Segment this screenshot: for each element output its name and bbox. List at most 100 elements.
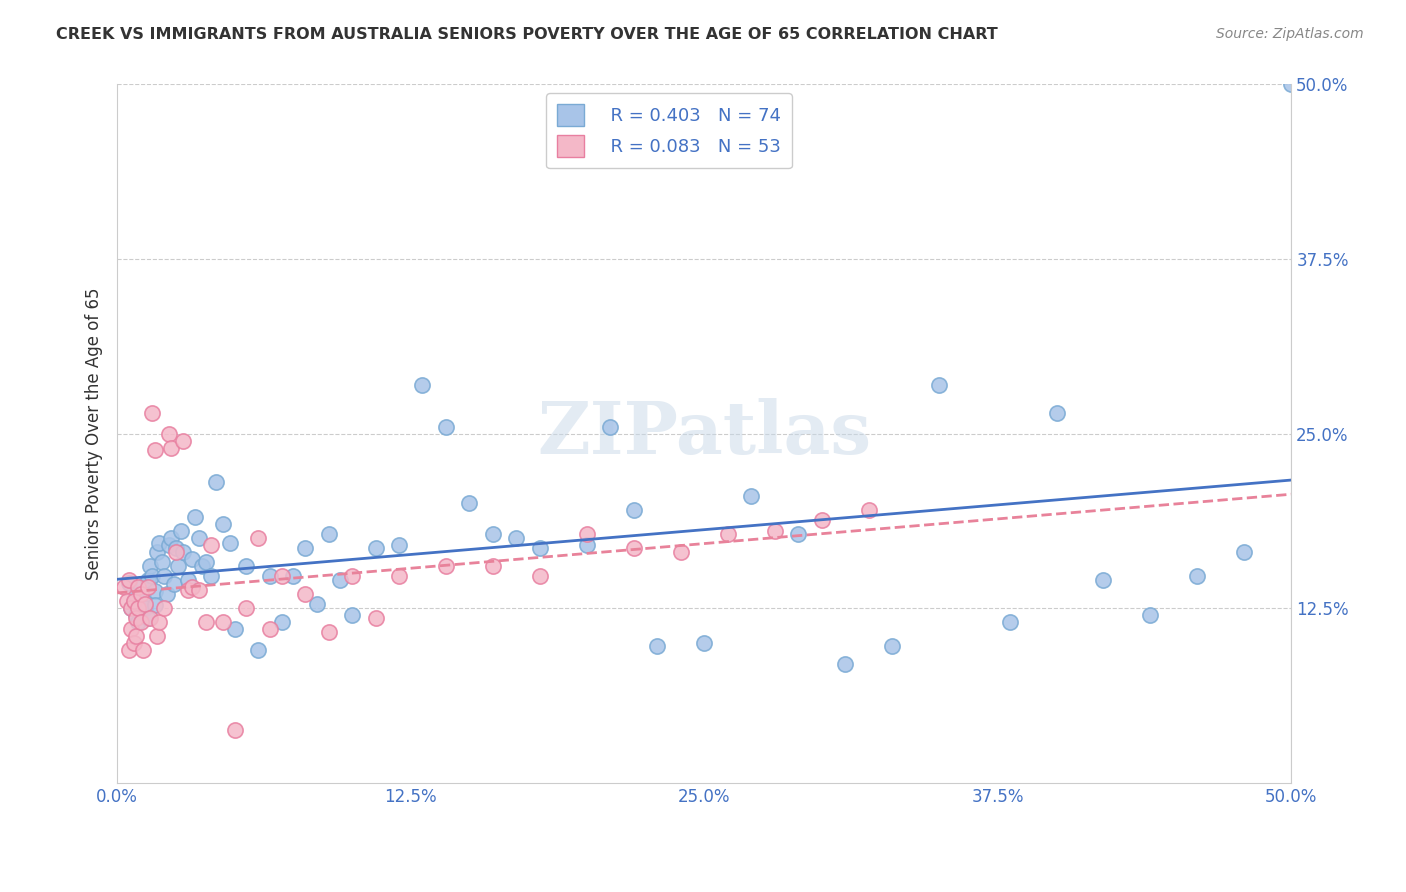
Y-axis label: Seniors Poverty Over the Age of 65: Seniors Poverty Over the Age of 65 <box>86 287 103 580</box>
Point <box>1233 545 1256 559</box>
Point <box>118 576 141 591</box>
Point <box>190 559 212 574</box>
Point <box>127 615 149 629</box>
Point <box>575 538 598 552</box>
Point <box>529 569 551 583</box>
Point <box>125 587 148 601</box>
Point <box>165 545 187 559</box>
Point <box>129 615 152 629</box>
Point <box>112 580 135 594</box>
Point <box>148 615 170 629</box>
Text: ZIPatlas: ZIPatlas <box>537 398 872 469</box>
Point <box>143 443 166 458</box>
Point <box>195 555 218 569</box>
Point <box>146 545 169 559</box>
Point <box>200 569 222 583</box>
Point <box>259 569 281 583</box>
Point <box>139 611 162 625</box>
Point <box>1045 406 1067 420</box>
Point <box>127 601 149 615</box>
Point <box>181 580 204 594</box>
Point <box>188 532 211 546</box>
Point <box>129 580 152 594</box>
Point <box>482 527 505 541</box>
Point <box>482 559 505 574</box>
Point <box>120 601 142 615</box>
Point <box>160 441 183 455</box>
Point <box>120 622 142 636</box>
Point <box>270 569 292 583</box>
Point <box>623 503 645 517</box>
Point <box>364 541 387 556</box>
Point <box>364 611 387 625</box>
Point <box>434 559 457 574</box>
Point <box>134 597 156 611</box>
Point <box>125 608 148 623</box>
Point <box>599 419 621 434</box>
Point <box>162 577 184 591</box>
Point <box>122 594 145 608</box>
Point <box>153 569 176 583</box>
Point <box>200 538 222 552</box>
Point <box>388 569 411 583</box>
Point <box>136 611 159 625</box>
Point <box>172 545 194 559</box>
Point <box>122 594 145 608</box>
Point <box>388 538 411 552</box>
Point <box>219 535 242 549</box>
Point <box>129 597 152 611</box>
Point <box>115 594 138 608</box>
Point <box>195 615 218 629</box>
Point <box>740 490 762 504</box>
Point <box>247 532 270 546</box>
Point <box>259 622 281 636</box>
Point <box>763 524 786 539</box>
Point <box>120 601 142 615</box>
Point <box>434 419 457 434</box>
Point <box>340 569 363 583</box>
Point <box>305 597 328 611</box>
Point <box>693 636 716 650</box>
Point <box>146 629 169 643</box>
Point <box>787 527 810 541</box>
Point <box>141 406 163 420</box>
Point <box>204 475 226 490</box>
Point <box>1139 608 1161 623</box>
Point <box>212 615 235 629</box>
Point <box>411 377 433 392</box>
Point <box>224 622 246 636</box>
Point <box>160 532 183 546</box>
Point <box>283 569 305 583</box>
Point <box>132 643 155 657</box>
Point <box>127 580 149 594</box>
Point <box>505 532 527 546</box>
Point <box>169 524 191 539</box>
Point <box>318 527 340 541</box>
Point <box>928 377 950 392</box>
Text: Source: ZipAtlas.com: Source: ZipAtlas.com <box>1216 27 1364 41</box>
Point <box>143 584 166 599</box>
Point <box>153 601 176 615</box>
Point <box>270 615 292 629</box>
Point <box>623 541 645 556</box>
Point <box>157 538 180 552</box>
Point <box>247 643 270 657</box>
Point <box>858 503 880 517</box>
Point <box>176 574 198 588</box>
Point <box>669 545 692 559</box>
Point <box>181 552 204 566</box>
Point <box>132 590 155 604</box>
Point <box>834 657 856 671</box>
Point <box>235 559 257 574</box>
Point <box>529 541 551 556</box>
Point <box>122 636 145 650</box>
Point <box>224 723 246 737</box>
Point <box>294 587 316 601</box>
Point <box>810 513 832 527</box>
Point <box>118 643 141 657</box>
Point <box>294 541 316 556</box>
Point <box>183 510 205 524</box>
Point <box>1187 569 1209 583</box>
Point <box>167 559 190 574</box>
Point <box>141 569 163 583</box>
